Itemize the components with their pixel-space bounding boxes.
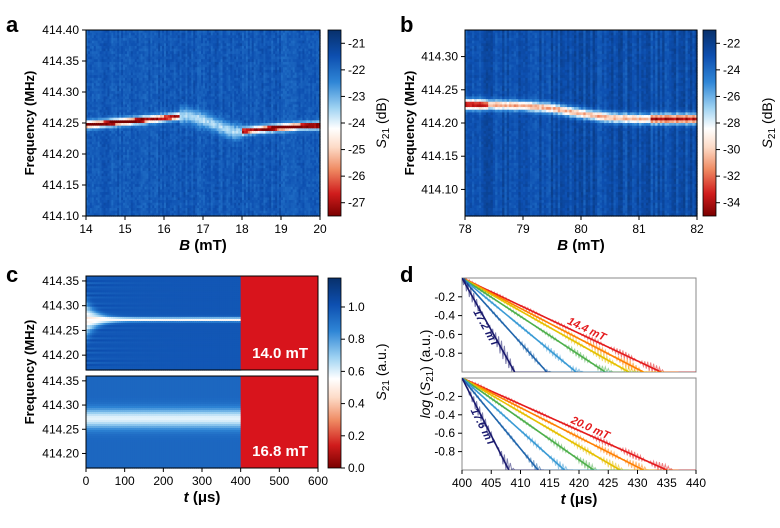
figure: 14 15 16 17 18 19 20414.10414.15414.20414.2541… — [0, 0, 780, 528]
panel-a-heatmap-cells — [86, 30, 321, 217]
